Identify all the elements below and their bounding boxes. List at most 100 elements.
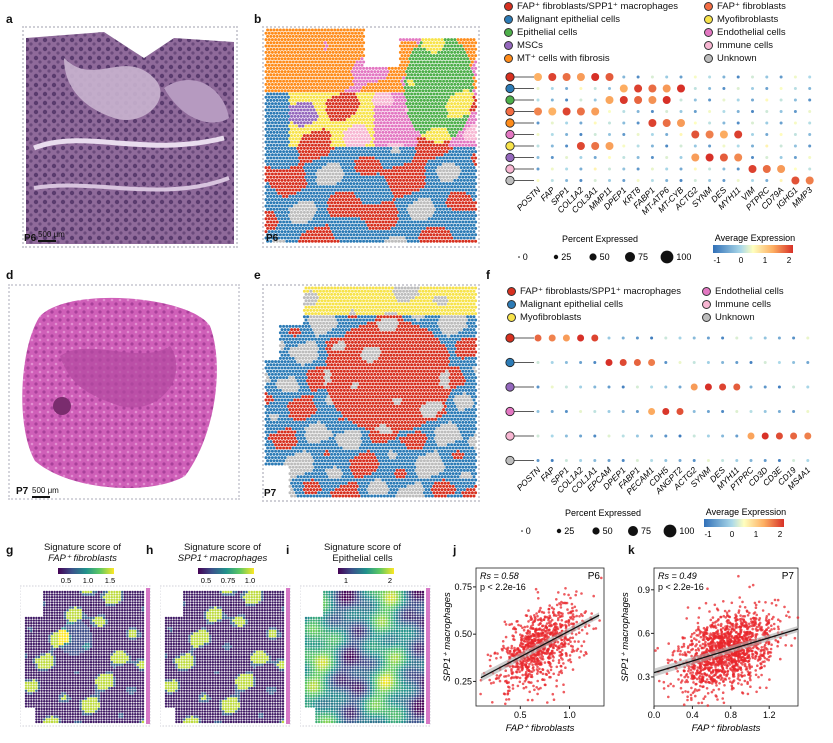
spot bbox=[398, 289, 402, 293]
spot bbox=[368, 92, 372, 96]
spot bbox=[306, 302, 310, 306]
spot bbox=[341, 38, 345, 42]
spot bbox=[315, 89, 319, 93]
spot bbox=[314, 41, 318, 45]
spot bbox=[306, 210, 310, 214]
spot bbox=[458, 41, 462, 45]
spot bbox=[320, 156, 324, 160]
spot bbox=[363, 153, 367, 157]
spot bbox=[264, 31, 268, 35]
spot bbox=[352, 47, 356, 51]
spot bbox=[435, 143, 439, 147]
spot bbox=[336, 214, 340, 218]
spot bbox=[339, 220, 343, 224]
spot bbox=[386, 191, 390, 195]
spot bbox=[381, 150, 385, 154]
spot bbox=[389, 223, 393, 227]
spot bbox=[280, 108, 284, 112]
spot bbox=[290, 114, 294, 118]
spot bbox=[434, 38, 438, 42]
spot bbox=[312, 223, 316, 227]
spot bbox=[296, 153, 300, 157]
spot bbox=[421, 89, 425, 93]
spot bbox=[269, 92, 273, 96]
spot bbox=[334, 289, 338, 293]
spot bbox=[360, 172, 364, 176]
spot bbox=[314, 73, 318, 77]
spot bbox=[278, 143, 282, 147]
spot bbox=[448, 66, 452, 70]
spot bbox=[382, 302, 386, 306]
spot bbox=[285, 214, 289, 218]
spot bbox=[270, 191, 274, 195]
spot bbox=[298, 150, 302, 154]
spot bbox=[304, 111, 308, 115]
dot-MT-CYB bbox=[679, 156, 683, 159]
spot bbox=[419, 60, 423, 64]
spot bbox=[283, 44, 287, 48]
spot bbox=[459, 185, 463, 189]
spot bbox=[277, 89, 281, 93]
spot bbox=[365, 292, 369, 296]
spot bbox=[334, 204, 338, 208]
spot bbox=[354, 44, 358, 48]
spot bbox=[416, 86, 420, 90]
spot bbox=[379, 166, 383, 170]
spot bbox=[371, 207, 375, 211]
spot bbox=[266, 124, 270, 128]
spot bbox=[349, 175, 353, 179]
spot bbox=[443, 38, 447, 42]
spot bbox=[280, 127, 284, 131]
spot bbox=[317, 79, 321, 83]
spot bbox=[437, 230, 441, 234]
spot bbox=[392, 108, 396, 112]
spot bbox=[448, 118, 452, 122]
spot bbox=[267, 159, 271, 163]
spot bbox=[379, 185, 383, 189]
spot bbox=[435, 169, 439, 173]
spot bbox=[376, 70, 380, 74]
spot bbox=[414, 63, 418, 67]
spot bbox=[357, 302, 361, 306]
spot bbox=[312, 230, 316, 234]
spot bbox=[427, 223, 431, 227]
spot bbox=[325, 230, 329, 234]
spot bbox=[402, 95, 406, 99]
spot bbox=[386, 114, 390, 118]
spot bbox=[293, 236, 297, 240]
spot bbox=[382, 146, 386, 150]
spot bbox=[275, 79, 279, 83]
spot bbox=[440, 166, 444, 170]
spot bbox=[344, 140, 348, 144]
spot bbox=[397, 162, 401, 166]
spot bbox=[390, 92, 394, 96]
spot bbox=[434, 236, 438, 240]
spot bbox=[405, 178, 409, 182]
spot bbox=[307, 79, 311, 83]
spot bbox=[434, 210, 438, 214]
spot bbox=[328, 114, 332, 118]
spot bbox=[328, 230, 332, 234]
spot bbox=[286, 121, 290, 125]
spot bbox=[323, 239, 327, 243]
spot bbox=[405, 89, 409, 93]
spot bbox=[384, 312, 388, 316]
spot bbox=[469, 44, 473, 48]
spot bbox=[421, 95, 425, 99]
spot bbox=[347, 204, 351, 208]
spot bbox=[317, 150, 321, 154]
spot bbox=[350, 217, 354, 221]
spot bbox=[418, 223, 422, 227]
spot bbox=[307, 105, 311, 109]
dot-VIM bbox=[751, 121, 754, 125]
spot bbox=[323, 28, 327, 32]
dot-MT-ATP6 bbox=[665, 156, 669, 159]
spot bbox=[398, 76, 402, 80]
spot bbox=[325, 153, 329, 157]
spot bbox=[392, 236, 396, 240]
spot bbox=[365, 137, 369, 141]
spot bbox=[355, 299, 359, 303]
spot bbox=[299, 230, 303, 234]
spot bbox=[451, 201, 455, 205]
spot bbox=[307, 207, 311, 211]
